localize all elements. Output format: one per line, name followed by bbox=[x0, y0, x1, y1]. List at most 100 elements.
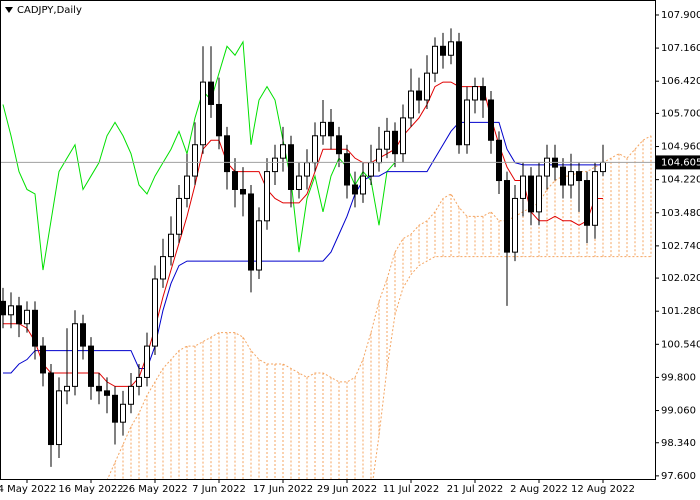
menu-arrow[interactable] bbox=[5, 7, 13, 13]
y-tick-label: 104.960 bbox=[661, 142, 700, 153]
candle-body bbox=[128, 385, 134, 405]
candle-body bbox=[392, 130, 398, 155]
x-tick-label: 21 Jul 2022 bbox=[447, 484, 504, 495]
candle-body bbox=[96, 385, 102, 392]
candle-body bbox=[152, 278, 158, 347]
candle-body bbox=[584, 180, 590, 226]
candle-body bbox=[160, 256, 166, 280]
candle-body bbox=[280, 144, 286, 159]
candle-body bbox=[440, 45, 446, 56]
last-price-label: 104.605 bbox=[661, 157, 700, 168]
candle-body bbox=[248, 193, 254, 271]
candle-body bbox=[48, 372, 54, 446]
x-tick-label: 16 May 2022 bbox=[58, 484, 123, 495]
y-tick-label: 103.480 bbox=[661, 208, 700, 219]
candle-body bbox=[120, 403, 126, 423]
candle-body bbox=[568, 171, 574, 186]
candle-body bbox=[600, 161, 606, 173]
x-tick-label: 11 Jul 2022 bbox=[383, 484, 440, 495]
y-tick-label: 107.160 bbox=[661, 43, 700, 54]
candle-body bbox=[528, 175, 534, 213]
candle-body bbox=[104, 390, 110, 396]
candle-body bbox=[496, 139, 502, 182]
candle-body bbox=[480, 86, 486, 101]
x-tick-label: 29 Jun 2022 bbox=[317, 484, 377, 495]
y-tick-label: 99.800 bbox=[661, 372, 696, 383]
candle-body bbox=[424, 72, 430, 101]
candle-body bbox=[232, 171, 238, 190]
candle-body bbox=[256, 220, 262, 271]
candle-body bbox=[464, 99, 470, 146]
candle-body bbox=[144, 345, 150, 378]
x-tick-label: 17 Jun 2022 bbox=[253, 484, 313, 495]
candle-body bbox=[504, 180, 510, 253]
plot-area bbox=[1, 28, 655, 479]
candle-body bbox=[296, 175, 302, 190]
candle-body bbox=[400, 117, 406, 155]
candle-body bbox=[192, 144, 198, 177]
candle-body bbox=[352, 184, 358, 195]
candle-body bbox=[304, 162, 310, 177]
x-tick-label: 26 May 2022 bbox=[122, 484, 187, 495]
candle-body bbox=[1, 300, 6, 316]
candle-body bbox=[112, 394, 118, 423]
candle-body bbox=[384, 130, 390, 150]
y-tick-label: 102.740 bbox=[661, 241, 700, 252]
candle-body bbox=[544, 157, 550, 177]
candle-body bbox=[560, 166, 566, 186]
candle-body bbox=[312, 135, 318, 164]
y-tick-label: 98.340 bbox=[661, 438, 696, 449]
candle-body bbox=[168, 233, 174, 258]
candle-body bbox=[88, 345, 94, 387]
y-tick-label: 105.700 bbox=[661, 108, 700, 119]
candle-body bbox=[40, 345, 46, 374]
candle-body bbox=[432, 45, 438, 74]
candle-body bbox=[416, 90, 422, 101]
candle-body bbox=[328, 121, 334, 137]
candle-body bbox=[80, 323, 86, 347]
candle-body bbox=[576, 171, 582, 182]
candle-body bbox=[344, 153, 350, 186]
candle-body bbox=[488, 99, 494, 141]
candle-body bbox=[336, 135, 342, 155]
candle-body bbox=[408, 90, 414, 119]
plot-frame bbox=[0, 0, 656, 480]
candle-body bbox=[24, 309, 30, 325]
candle-body bbox=[264, 171, 270, 222]
indicator-line bbox=[3, 121, 603, 374]
candle-body bbox=[368, 162, 374, 177]
y-tick-label: 104.220 bbox=[661, 175, 700, 186]
y-tick-label: 100.540 bbox=[661, 339, 700, 350]
candle-body bbox=[72, 323, 78, 387]
x-tick-label: 2 Aug 2022 bbox=[510, 484, 568, 495]
y-tick-label: 102.020 bbox=[661, 273, 700, 284]
candle-body bbox=[8, 305, 14, 316]
candle-body bbox=[224, 135, 230, 173]
candle-body bbox=[320, 121, 326, 137]
candle-body bbox=[56, 390, 62, 446]
chart-title: CADJPY,Daily bbox=[17, 5, 82, 16]
candle-body bbox=[16, 305, 22, 325]
indicator-line bbox=[2, 40, 396, 271]
candle-body bbox=[32, 309, 38, 347]
candle-body bbox=[184, 175, 190, 199]
candle-body bbox=[200, 81, 206, 146]
candle-body bbox=[512, 197, 518, 253]
candle-body bbox=[456, 41, 462, 146]
candle-body bbox=[176, 197, 182, 235]
x-tick-label: 4 May 2022 bbox=[0, 484, 56, 495]
y-tick-label: 106.420 bbox=[661, 76, 700, 87]
candle-body bbox=[136, 376, 142, 387]
candle-body bbox=[536, 175, 542, 213]
y-tick-label: 97.600 bbox=[661, 471, 696, 482]
candle-body bbox=[208, 81, 214, 105]
candle-body bbox=[240, 188, 246, 195]
x-tick-label: 7 Jun 2022 bbox=[192, 484, 246, 495]
y-tick-label: 99.060 bbox=[661, 406, 696, 417]
candle-body bbox=[216, 103, 222, 137]
x-tick-label: 12 Aug 2022 bbox=[571, 484, 635, 495]
candle-body bbox=[520, 175, 526, 199]
candle-body bbox=[288, 144, 294, 190]
candle-body bbox=[448, 41, 454, 56]
